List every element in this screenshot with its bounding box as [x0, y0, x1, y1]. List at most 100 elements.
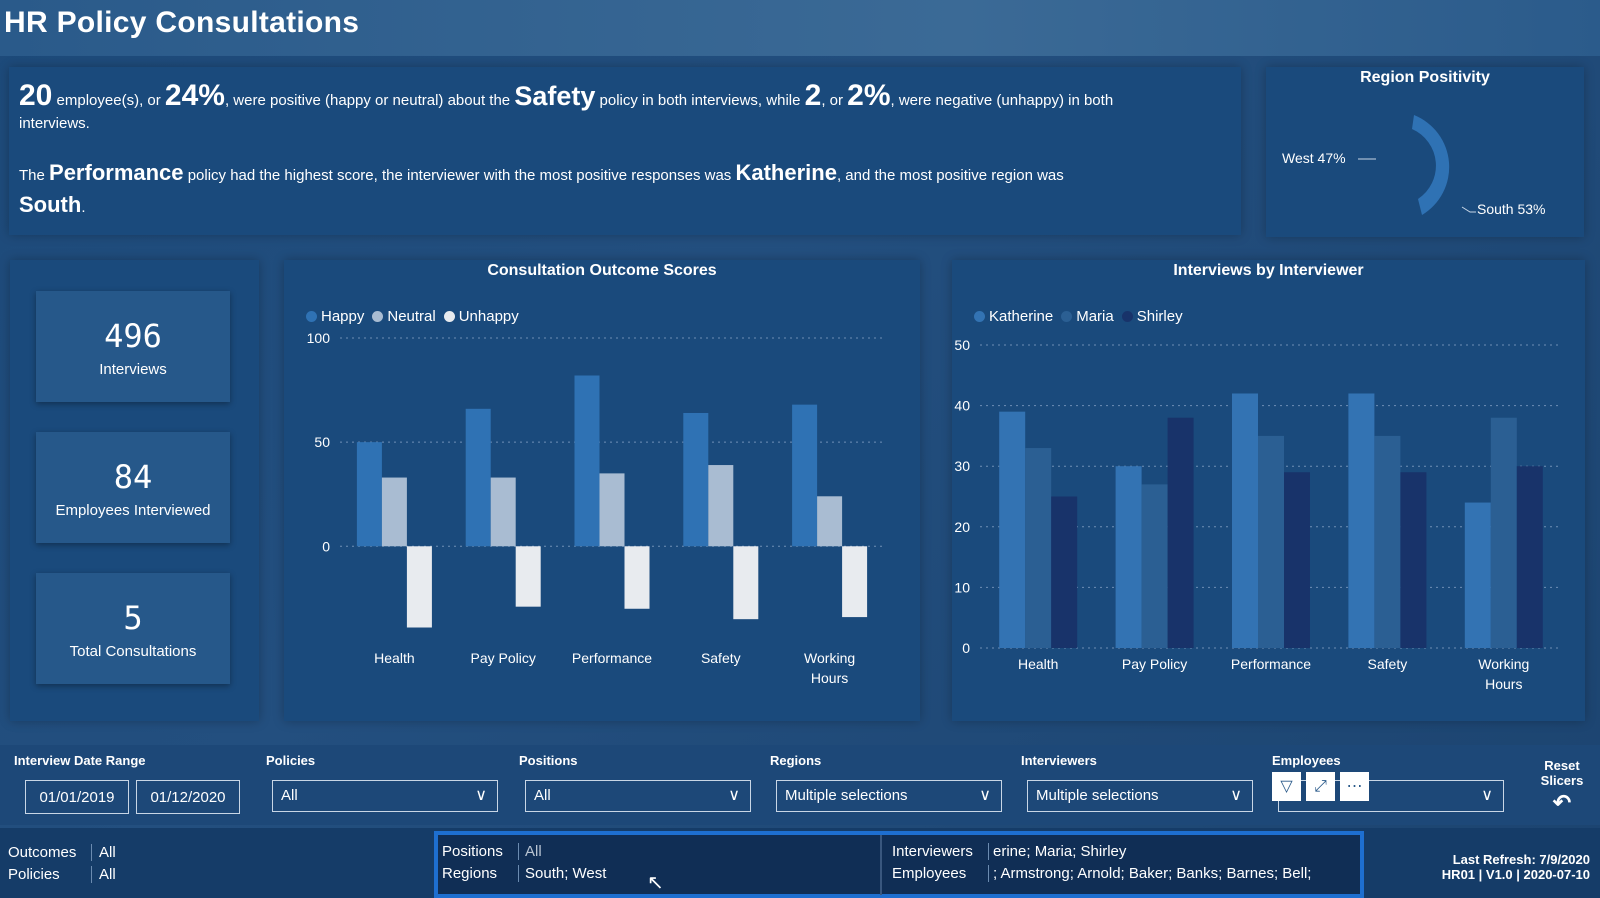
summary-text: policy had the highest score, the interv…: [183, 167, 736, 184]
chevron-down-icon: ∨: [1230, 787, 1242, 804]
x-tick-label: Performance: [1231, 656, 1311, 672]
bar-maria[interactable]: [1374, 435, 1401, 648]
bar-maria[interactable]: [1025, 448, 1052, 648]
legend-label: Neutral: [387, 308, 436, 325]
bar-shirley[interactable]: [1400, 472, 1427, 648]
bar-unhappy[interactable]: [624, 546, 650, 609]
legend-item[interactable]: Katherine: [974, 308, 1053, 325]
bar-maria[interactable]: [1141, 484, 1168, 648]
legend-label: Unhappy: [458, 308, 519, 325]
positions-dropdown[interactable]: All ∨: [525, 780, 751, 812]
date-from-input[interactable]: 01/01/2019: [25, 780, 129, 814]
filter-tooltip: Positions All Regions South; West Interv…: [434, 831, 1364, 898]
reset-label: Reset: [1544, 758, 1580, 773]
bar-shirley[interactable]: [1051, 496, 1078, 649]
bar-unhappy[interactable]: [515, 546, 541, 607]
outcomes-filter-label: Outcomes: [8, 844, 77, 861]
interviews-by-interviewer-chart[interactable]: Interviews by Interviewer Katherine Mari…: [952, 260, 1585, 721]
kpi-label: Total Consultations: [69, 643, 197, 660]
bar-shirley[interactable]: [1167, 417, 1194, 648]
south-slice[interactable]: [1412, 115, 1450, 215]
date-range-label: Interview Date Range: [14, 753, 146, 768]
legend-item[interactable]: Shirley: [1121, 308, 1183, 325]
summary-text: , were positive (happy or neutral) about…: [224, 92, 515, 109]
bar-unhappy[interactable]: [406, 546, 432, 628]
more-options-icon[interactable]: ⋯: [1340, 772, 1369, 801]
header-band: [0, 0, 1600, 56]
consultation-outcome-chart[interactable]: Consultation Outcome Scores Happy Neutra…: [284, 260, 920, 721]
y-tick-label: 0: [962, 640, 970, 656]
tooltip-regions-value: South; West: [518, 865, 606, 882]
summary-line-1: 20 employee(s), or 24%, were positive (h…: [19, 77, 1113, 115]
bar-katherine[interactable]: [1232, 393, 1258, 648]
interviewers-slicer-label: Interviewers: [1021, 753, 1097, 768]
x-tick-label: Health: [1018, 656, 1058, 672]
bar-neutral[interactable]: [381, 477, 407, 547]
regions-slicer-label: Regions: [770, 753, 822, 768]
bar-unhappy[interactable]: [733, 546, 759, 620]
bar-happy[interactable]: [683, 412, 709, 547]
bar-katherine[interactable]: [1115, 466, 1142, 648]
bar-maria[interactable]: [1258, 435, 1284, 648]
interviewers-dropdown[interactable]: Multiple selections ∨: [1027, 780, 1253, 812]
bar-katherine[interactable]: [1348, 393, 1375, 648]
x-tick-label: Pay Policy: [1122, 656, 1187, 672]
y-tick-label: 40: [954, 398, 970, 414]
filter-icon[interactable]: ▽: [1272, 772, 1301, 801]
bar-happy[interactable]: [465, 408, 491, 547]
negative-count: 2: [804, 79, 822, 112]
bar-happy[interactable]: [574, 375, 600, 547]
selected-policy: Safety: [514, 81, 596, 111]
chevron-down-icon: ∨: [728, 787, 740, 804]
region-positivity-panel[interactable]: Region Positivity West 47% South 53%: [1266, 67, 1584, 237]
legend-item[interactable]: Neutral: [372, 308, 436, 325]
reset-slicers-button[interactable]: Reset Slicers ↶: [1532, 758, 1592, 816]
bar-neutral[interactable]: [817, 496, 843, 547]
bar-happy[interactable]: [356, 442, 382, 547]
kpi-panel: 496 Interviews 84 Employees Interviewed …: [10, 260, 259, 721]
legend-label: Shirley: [1136, 308, 1183, 325]
bar-maria[interactable]: [1490, 417, 1517, 648]
legend-dot: [372, 311, 384, 322]
tooltip-regions-label: Regions: [442, 865, 498, 882]
chevron-down-icon: ∨: [475, 787, 487, 804]
bar-katherine[interactable]: [999, 411, 1026, 648]
bar-unhappy[interactable]: [842, 546, 868, 618]
y-tick-label: 0: [322, 538, 330, 554]
bar-shirley[interactable]: [1516, 466, 1543, 648]
dropdown-value: Multiple selections: [1036, 787, 1159, 804]
chevron-down-icon: ∨: [979, 787, 991, 804]
legend-item[interactable]: Unhappy: [443, 308, 519, 325]
regions-dropdown[interactable]: Multiple selections ∨: [776, 780, 1002, 812]
bar-neutral[interactable]: [490, 477, 516, 547]
chart-legend: Katherine Maria Shirley: [974, 308, 1183, 325]
kpi-label: Interviews: [99, 361, 167, 378]
y-tick-label: 50: [954, 337, 970, 353]
bar-neutral[interactable]: [708, 465, 734, 547]
version-info: HR01 | V1.0 | 2020-07-10: [1441, 867, 1590, 882]
chart-title: Consultation Outcome Scores: [487, 262, 717, 279]
south-leader-line: [1461, 206, 1476, 213]
bar-katherine[interactable]: [1464, 502, 1491, 648]
focus-mode-icon[interactable]: ⤢: [1306, 772, 1335, 801]
tooltip-positions-label: Positions: [442, 843, 503, 860]
legend-item[interactable]: Happy: [306, 308, 364, 325]
region-donut: [1358, 115, 1476, 215]
bar-neutral[interactable]: [599, 473, 625, 547]
dropdown-value: All: [534, 787, 551, 804]
last-refresh: Last Refresh: 7/9/2020 HR01 | V1.0 | 202…: [1442, 852, 1590, 882]
kpi-employees: 84 Employees Interviewed: [36, 432, 230, 543]
date-to-input[interactable]: 01/12/2020: [136, 780, 240, 814]
outcomes-filter-value: All: [91, 844, 116, 861]
y-tick-label: 100: [307, 330, 331, 346]
y-tick-label: 30: [954, 458, 970, 474]
tooltip-employees-label: Employees: [892, 865, 967, 882]
legend-dot: [1121, 311, 1133, 322]
legend-dot: [443, 311, 455, 322]
legend-item[interactable]: Maria: [1061, 308, 1114, 325]
legend-label: Happy: [321, 308, 365, 325]
x-tick-label: Working: [804, 650, 855, 666]
bar-happy[interactable]: [792, 404, 818, 547]
policies-dropdown[interactable]: All ∨: [272, 780, 498, 812]
bar-shirley[interactable]: [1284, 472, 1310, 648]
